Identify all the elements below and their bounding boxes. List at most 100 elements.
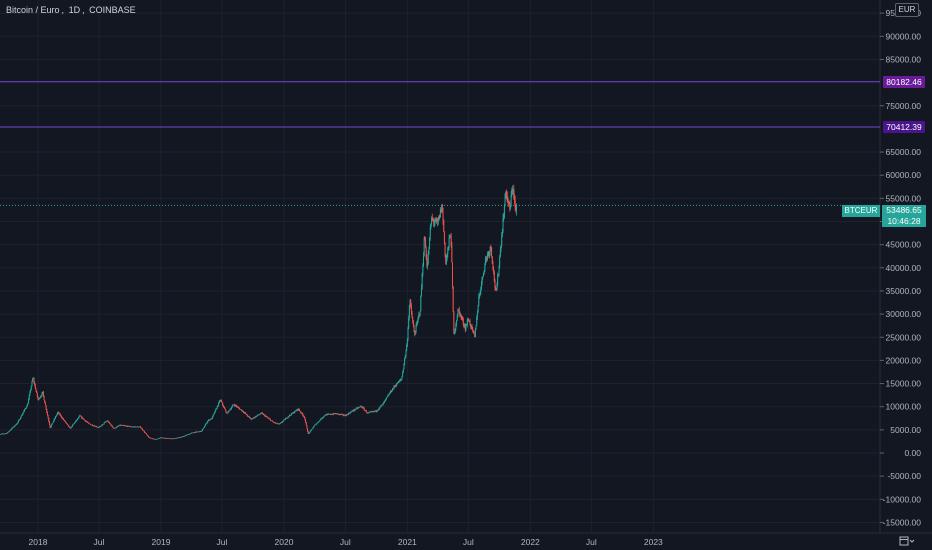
candle-body xyxy=(285,419,286,420)
candle-body xyxy=(451,245,452,262)
x-tick-label: 2019 xyxy=(152,537,171,547)
x-tick-label: Jul xyxy=(340,537,351,547)
candle-body xyxy=(305,420,306,422)
candle-body xyxy=(313,426,314,427)
candle-body xyxy=(402,372,403,377)
candle-body xyxy=(83,418,84,419)
candle-body xyxy=(476,326,477,330)
candle-body xyxy=(283,420,284,421)
candle-body xyxy=(453,311,454,333)
y-tick-label: 15000.00 xyxy=(886,379,922,389)
candle-body xyxy=(67,424,68,425)
y-tick-label: 40000.00 xyxy=(886,263,922,273)
candle-body xyxy=(465,325,466,330)
level-label-lower[interactable]: 70412.39 xyxy=(883,121,925,133)
calendar-icon[interactable] xyxy=(898,536,916,546)
candle-body xyxy=(68,425,69,426)
y-tick-label: 90000.00 xyxy=(886,31,922,41)
candle-body xyxy=(84,419,85,420)
x-tick-label: 2018 xyxy=(29,537,48,547)
candle-body xyxy=(27,403,28,404)
candle-body xyxy=(109,422,110,423)
candle-body xyxy=(306,425,307,429)
candle-body xyxy=(387,397,388,398)
bar-countdown: 10:46:28 xyxy=(882,216,926,227)
candle-body xyxy=(306,422,307,425)
candle-body xyxy=(475,329,476,337)
y-tick-label: 65000.00 xyxy=(886,147,922,157)
candle-body xyxy=(428,254,429,264)
candle-body xyxy=(26,407,27,408)
candle-body xyxy=(314,425,315,426)
candle-body xyxy=(428,249,429,254)
candle-body xyxy=(189,434,190,435)
candle-body xyxy=(31,382,32,387)
candle-body xyxy=(210,419,211,420)
candle-body xyxy=(430,228,431,237)
candle-body xyxy=(472,327,473,330)
candle-body xyxy=(73,424,74,425)
candle-body xyxy=(49,422,50,425)
y-tick-label: 25000.00 xyxy=(886,332,922,342)
candle-body xyxy=(66,423,67,424)
candle-body xyxy=(396,384,397,385)
candle-body xyxy=(203,428,204,429)
x-tick-label: Jul xyxy=(217,537,228,547)
candle-body xyxy=(307,429,308,432)
candle-body xyxy=(449,238,450,246)
legend-interval: 1D xyxy=(69,5,81,15)
candle-body xyxy=(46,405,47,409)
y-tick-label: 10000.00 xyxy=(886,402,922,412)
symbol-price-tag: BTCEUR xyxy=(842,205,880,217)
candle-body xyxy=(452,263,453,287)
candle-body xyxy=(311,429,312,430)
x-tick-label: 2023 xyxy=(644,537,663,547)
x-tick-label: 2022 xyxy=(521,537,540,547)
candle-body xyxy=(401,377,402,379)
candle-body xyxy=(52,423,53,425)
symbol-legend[interactable]: Bitcoin / Euro, 1D, COINBASE xyxy=(6,5,138,15)
candle-body xyxy=(51,425,52,427)
candle-body xyxy=(79,416,80,417)
candle-body xyxy=(43,392,44,396)
y-tick-label: -10000.00 xyxy=(883,494,922,504)
candle-body xyxy=(64,420,65,421)
candle-body xyxy=(325,415,326,416)
candle-body xyxy=(45,403,46,405)
y-tick-label: 5000.00 xyxy=(890,425,921,435)
candle-body xyxy=(423,256,424,266)
x-tick-label: 2021 xyxy=(398,537,417,547)
candle-body xyxy=(319,421,320,422)
candle-body xyxy=(118,426,119,427)
candle-body xyxy=(142,429,143,430)
x-tick-label: Jul xyxy=(463,537,474,547)
candle-body xyxy=(32,379,33,382)
y-tick-label: 20000.00 xyxy=(886,355,922,365)
legend-symbol: Bitcoin / Euro xyxy=(6,5,60,15)
y-tick-label: 30000.00 xyxy=(886,309,922,319)
candle-body xyxy=(31,386,32,390)
y-tick-label: 75000.00 xyxy=(886,101,922,111)
candle-body xyxy=(477,313,478,318)
candle-body xyxy=(422,266,423,274)
x-tick-label: Jul xyxy=(586,537,597,547)
last-price-tag: 53486.65 10:46:28 xyxy=(882,205,926,227)
candle-body xyxy=(18,421,19,423)
candle-body xyxy=(501,236,502,246)
level-label-upper[interactable]: 80182.46 xyxy=(883,76,925,88)
candle-body xyxy=(443,220,444,232)
candle-body xyxy=(499,257,500,266)
candle-body xyxy=(459,309,460,312)
candle-body xyxy=(420,296,421,311)
candle-body xyxy=(104,423,105,424)
candle-body xyxy=(408,328,409,340)
currency-button[interactable]: EUR xyxy=(895,3,919,17)
candle-body xyxy=(491,248,492,256)
candle-body xyxy=(112,427,113,428)
y-tick-label: 45000.00 xyxy=(886,240,922,250)
y-tick-label: -15000.00 xyxy=(883,517,922,527)
candle-body xyxy=(478,306,479,313)
x-tick-label: Jul xyxy=(94,537,105,547)
